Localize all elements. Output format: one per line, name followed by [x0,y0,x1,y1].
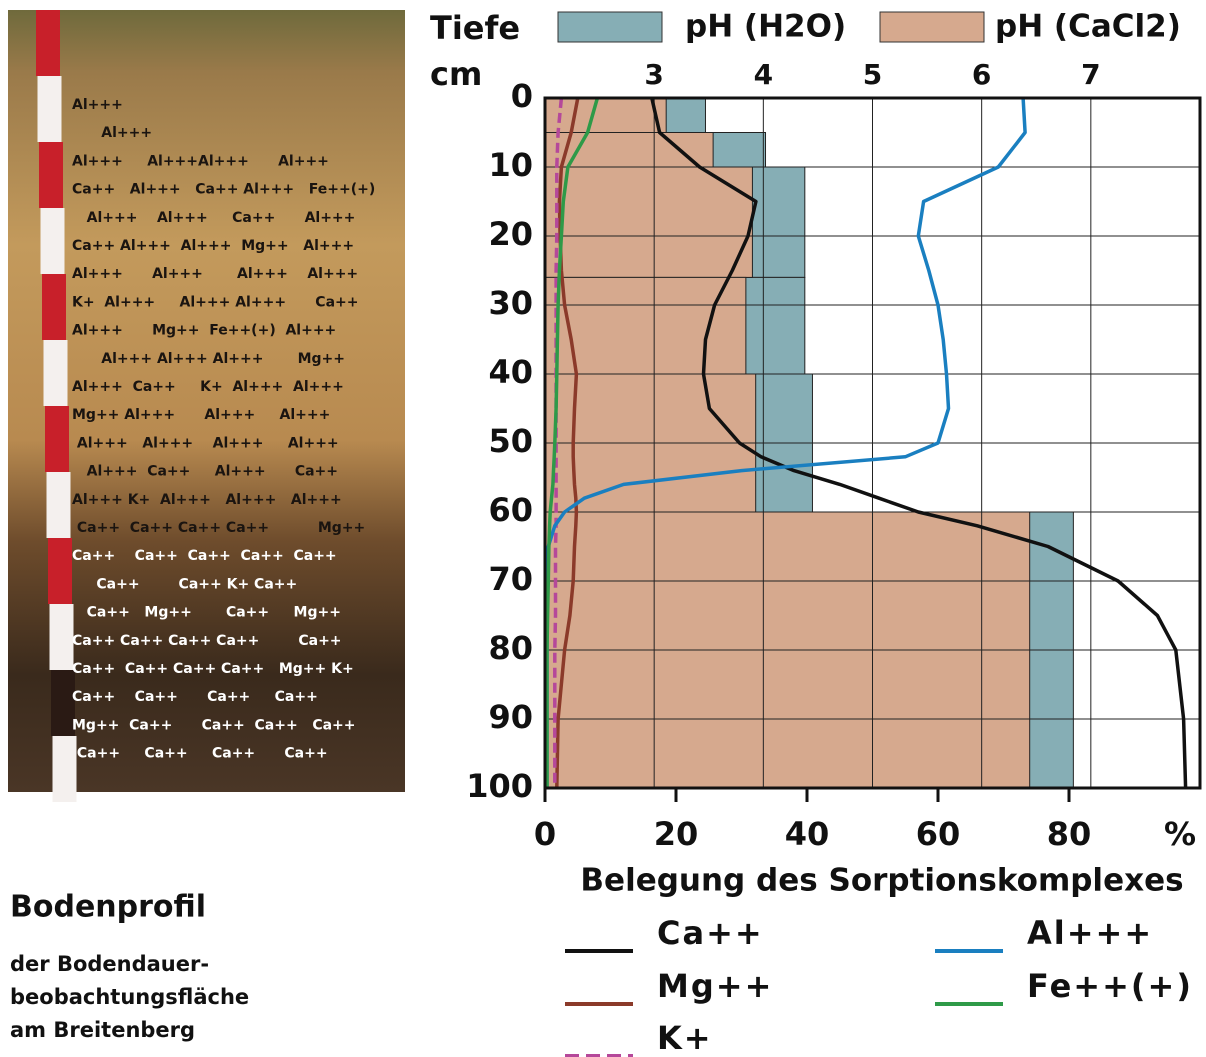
y-tick-label: 70 [488,560,533,598]
caption-title: Bodenprofil [10,890,206,925]
y-axis-label: Tiefe [430,9,520,47]
caption-line: beobachtungsfläche [10,985,249,1009]
ph-bar [545,98,666,133]
legend-label: Mg++ [657,967,773,1005]
y-tick-label: 90 [488,698,533,736]
ion-label-row: Al+++ Al+++ Al+++ Mg++ [72,351,345,367]
ion-label-row: Al+++ Mg++ Fe++(+) Al+++ [72,323,336,339]
legend-label: pH (CaCl2) [995,9,1181,45]
legend-swatch [558,12,662,42]
ion-label-row: Al+++ [72,125,152,141]
ion-label-row: Ca++ Mg++ Ca++ Mg++ [72,605,341,621]
x-tick-label: 0 [534,815,556,853]
ion-label-row: Ca++ Al+++ Ca++ Al+++ Fe++(+) [72,182,375,198]
x2-tick-label: 3 [644,58,663,91]
x2-tick-label: 4 [754,58,773,91]
y-axis-unit: cm [430,55,482,93]
y-tick-label: 100 [466,767,533,805]
caption-line: der Bodendauer- [10,952,209,976]
legend-label: K+ [657,1019,713,1057]
ion-label-row: Mg++ Al+++ Al+++ Al+++ [72,407,330,423]
legend-label: pH (H2O) [685,9,846,45]
ion-label-row: Al+++ Al+++ Al+++ Al+++ [72,435,339,451]
y-tick-label: 30 [488,284,533,322]
stick-segment [41,208,65,274]
y-tick-label: 20 [488,215,533,253]
caption-line: am Breitenberg [10,1018,195,1042]
ion-label-row: Al+++ Ca++ Al+++ Ca++ [72,464,338,480]
x-axis-label: Belegung des Sorptionskomplexes [580,863,1183,899]
stick-segment [36,10,60,76]
stick-segment [38,76,62,142]
legend-label: Ca++ [657,914,764,952]
x2-tick-label: 7 [1081,58,1100,91]
x-tick-label: 40 [785,815,830,853]
y-tick-label: 40 [488,353,533,391]
ion-label-row: Ca++ Al+++ Al+++ Mg++ Al+++ [72,238,354,254]
ph-bar [545,167,752,277]
stick-segment [50,604,74,670]
ion-label-row: Al+++ Al+++ Ca++ Al+++ [72,210,355,226]
stick-segment [39,142,63,208]
ion-label-row: Ca++ Ca++ Ca++ Ca++ Mg++ [72,520,365,536]
ion-label-row: Al+++ Al+++Al+++ Al+++ [72,153,329,169]
x-tick-label: 60 [916,815,961,853]
y-tick-label: 80 [488,629,533,667]
ion-label-row: Al+++ K+ Al+++ Al+++ Al+++ [72,492,342,508]
stick-segment [42,274,66,340]
x2-tick-label: 6 [972,58,991,91]
x2-tick-label: 5 [863,58,882,91]
chart: 0 10 20 30 40 50 60 70 80 90 100 Tiefe cm 0 20 40 60 80% B… [430,9,1200,1057]
x-tick-label: 80 [1047,815,1092,853]
page: Al+++ Al+++Al+++ Al+++Al+++ Al+++Ca++ Al… [0,0,1206,1057]
ion-label-row: Al+++ Ca++ K+ Al+++ Al+++ [72,379,344,395]
ion-label-row: Ca++ Ca++ Ca++ Ca++ [72,689,318,705]
y-tick-label: 50 [488,422,533,460]
y-tick-label: 60 [488,491,533,529]
ion-label-row: Ca++ Ca++ K+ Ca++ [72,576,297,592]
stick-segment [44,340,68,406]
ion-label-row: Mg++ Ca++ Ca++ Ca++ Ca++ [72,717,356,733]
legend-swatch [880,12,984,42]
stick-segment [47,472,71,538]
legend-label: Fe++(+) [1027,967,1193,1005]
y-tick-label: 0 [511,77,533,115]
y-tick-label: 10 [488,146,533,184]
x-tick-label: 20 [654,815,699,853]
ion-label-row: Al+++ [72,97,123,113]
x-axis-unit: % [1164,815,1196,853]
stick-segment [48,538,72,604]
ion-label-row: Ca++ Ca++ Ca++ Ca++ [72,746,328,762]
ion-label-row: Ca++ Ca++ Ca++ Ca++ Ca++ [72,633,342,649]
legend-label: Al+++ [1027,914,1153,952]
stick-segment [45,406,69,472]
ion-label-row: Al+++ Al+++ Al+++ Al+++ [72,266,358,282]
ion-label-row: Ca++ Ca++ Ca++ Ca++ Mg++ K+ [72,661,354,677]
ion-label-row: Ca++ Ca++ Ca++ Ca++ Ca++ [72,548,337,564]
ion-label-row: K+ Al+++ Al+++ Al+++ Ca++ [72,294,358,310]
soil-photo: Al+++ Al+++Al+++ Al+++Al+++ Al+++Ca++ Al… [8,10,405,802]
